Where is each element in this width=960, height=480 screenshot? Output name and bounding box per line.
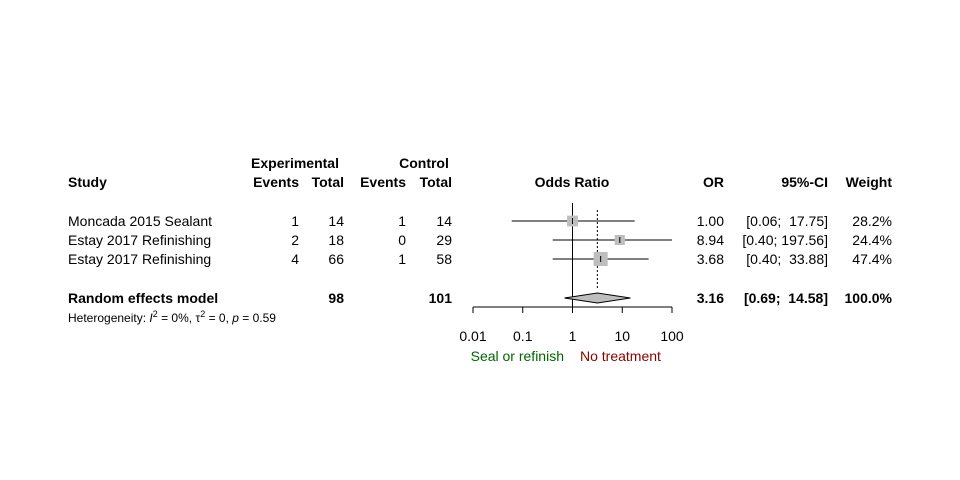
study-ctl-total: 29	[436, 232, 452, 248]
study-weight: 24.4%	[852, 232, 892, 248]
header-ctl-total: Total	[420, 174, 452, 190]
pooled-ctl-total: 101	[429, 290, 453, 306]
x-tick-label: 100	[660, 328, 684, 344]
study-or: 3.68	[697, 251, 724, 267]
pooled-weight: 100.0%	[845, 290, 893, 306]
study-exp-total: 18	[328, 232, 344, 248]
study-or: 8.94	[697, 232, 724, 248]
header-weight: Weight	[846, 174, 893, 190]
study-exp-total: 14	[328, 213, 344, 229]
study-ctl-events: 1	[398, 213, 406, 229]
pooled-name: Random effects model	[68, 290, 218, 306]
header-exp-total: Total	[312, 174, 344, 190]
study-or: 1.00	[697, 213, 724, 229]
favours-left-label: Seal or refinish	[471, 348, 564, 364]
pooled-exp-total: 98	[328, 290, 344, 306]
study-exp-total: 66	[328, 251, 344, 267]
pooled-or: 3.16	[697, 290, 724, 306]
header-exp-events: Events	[253, 174, 299, 190]
study-weight: 47.4%	[852, 251, 892, 267]
study-ci: [0.40; 197.56]	[742, 232, 828, 248]
study-row: Estay 2017 Refinishing 4 66 1 58 3.68 [0…	[68, 251, 892, 267]
header-experimental: Experimental	[251, 155, 339, 171]
study-weight: 28.2%	[852, 213, 892, 229]
pooled-diamond	[564, 292, 631, 304]
header-ci: 95%-CI	[781, 174, 828, 190]
pooled-ci: [0.69; 14.58]	[744, 290, 828, 306]
study-name: Moncada 2015 Sealant	[68, 213, 212, 229]
pooled-row: Random effects model 98 101 3.16 [0.69; …	[68, 290, 893, 306]
favours-right-label: No treatment	[580, 348, 661, 364]
plot-panel: 0.01 0.1 1 10 100	[459, 203, 684, 344]
heterogeneity-text: Heterogeneity: I2 = 0%, τ2 = 0, p = 0.59	[68, 309, 276, 325]
x-tick-label: 10	[614, 328, 630, 344]
x-tick-label: 0.1	[513, 328, 533, 344]
study-exp-events: 1	[291, 213, 299, 229]
study-name: Estay 2017 Refinishing	[68, 232, 211, 248]
study-exp-events: 2	[291, 232, 299, 248]
header-ctl-events: Events	[360, 174, 406, 190]
study-exp-events: 4	[291, 251, 299, 267]
study-ctl-events: 1	[398, 251, 406, 267]
x-tick-label: 1	[569, 328, 577, 344]
study-ctl-events: 0	[398, 232, 406, 248]
study-ci: [0.40; 33.88]	[746, 251, 828, 267]
header-effect: Odds Ratio	[535, 174, 610, 190]
study-ctl-total: 58	[436, 251, 452, 267]
header-control: Control	[399, 155, 449, 171]
study-ctl-total: 14	[436, 213, 452, 229]
study-name: Estay 2017 Refinishing	[68, 251, 211, 267]
study-ci: [0.06; 17.75]	[746, 213, 828, 229]
x-tick-label: 0.01	[459, 328, 486, 344]
header-study: Study	[68, 174, 107, 190]
study-row: Moncada 2015 Sealant 1 14 1 14 1.00 [0.0…	[68, 213, 892, 229]
header-or: OR	[703, 174, 724, 190]
study-row: Estay 2017 Refinishing 2 18 0 29 8.94 [0…	[68, 232, 892, 248]
